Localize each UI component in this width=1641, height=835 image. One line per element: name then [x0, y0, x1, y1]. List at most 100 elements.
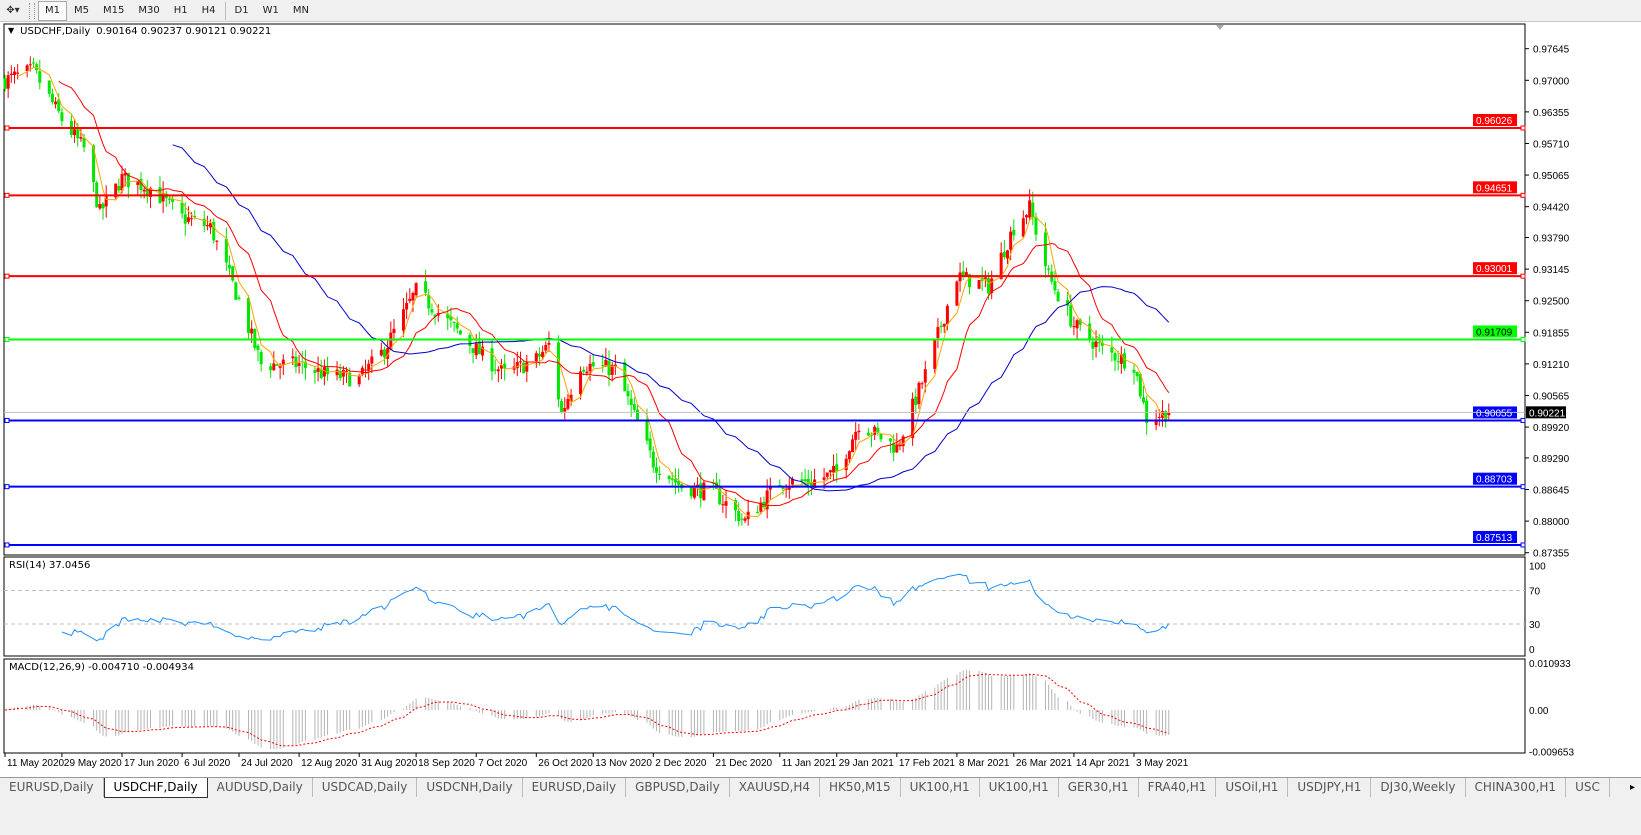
- candle-body: [316, 368, 320, 372]
- candle-body: [999, 252, 1003, 280]
- candle-body: [1100, 342, 1104, 346]
- candles: [3, 56, 1171, 527]
- timeframe-m1-button[interactable]: M1: [38, 0, 67, 21]
- candle-body: [6, 75, 10, 89]
- chart-tab[interactable]: GBPUSD,Daily: [626, 778, 730, 797]
- level-price-badge: [1473, 472, 1517, 485]
- level-price-badge: [1473, 530, 1517, 543]
- candle-body: [784, 488, 788, 490]
- candle-body: [1075, 320, 1079, 329]
- candle-body: [778, 485, 782, 487]
- timeframe-h1-button[interactable]: H1: [173, 5, 188, 16]
- candle-body: [190, 218, 194, 220]
- candle-body: [319, 369, 323, 378]
- candle-body: [1110, 347, 1114, 353]
- chart-tab[interactable]: USOil,H1: [1216, 778, 1289, 797]
- level-anchor-handle: [1520, 192, 1526, 198]
- timeframe-w1-button[interactable]: W1: [262, 5, 279, 16]
- candle-body: [718, 488, 722, 505]
- level-anchor-handle: [1520, 336, 1526, 342]
- chart-tab[interactable]: XAUUSD,H4: [730, 778, 821, 797]
- chart-tab[interactable]: UK100,H1: [901, 778, 980, 797]
- timeframe-mn-button[interactable]: MN: [292, 5, 309, 16]
- candle-body: [1053, 281, 1057, 291]
- level-anchor-handle: [4, 484, 10, 490]
- toolbar-grip[interactable]: [29, 2, 35, 19]
- candle-body: [205, 225, 209, 227]
- chart-tab[interactable]: USDCNH,Daily: [417, 778, 523, 797]
- candle-body: [1116, 361, 1120, 363]
- main-panel: [3, 23, 1526, 556]
- chart-tab[interactable]: USDCAD,Daily: [313, 778, 418, 797]
- candle-body: [411, 293, 415, 301]
- timeframe-m5-button[interactable]: M5: [74, 5, 89, 16]
- timeframe-h4-button[interactable]: H4: [201, 5, 216, 16]
- date-axis-label: 29 Jan 2021: [839, 758, 894, 769]
- candle-body: [493, 369, 497, 371]
- candle-body: [740, 518, 744, 520]
- candle-body: [955, 281, 959, 306]
- chart-tab[interactable]: UK100,H1: [980, 778, 1059, 797]
- level-price-label: 0.94651: [1476, 183, 1513, 194]
- candle-body: [31, 62, 35, 64]
- chart-tab[interactable]: USC: [1566, 778, 1610, 797]
- tabs-scroll-right-icon[interactable]: ▸: [1629, 782, 1635, 793]
- chart-tab[interactable]: USDJPY,H1: [1288, 778, 1372, 797]
- chart-tab[interactable]: GER30,H1: [1059, 778, 1139, 797]
- crosshair-dropdown-icon[interactable]: ✥▾: [6, 5, 20, 16]
- chart-tab[interactable]: EURUSD,Daily: [523, 778, 627, 797]
- timeframe-toolbar: ✥▾ M1 M5 M15 M30 H1 H4 D1 W1 MN: [0, 0, 1641, 22]
- date-axis-label: 2 Dec 2020: [655, 758, 707, 769]
- candle-body: [167, 198, 171, 200]
- candle-body: [566, 398, 570, 409]
- candle-body: [326, 367, 330, 375]
- timeframe-d1-button[interactable]: D1: [234, 5, 249, 16]
- collapse-triangle-icon[interactable]: ▼: [8, 26, 15, 35]
- candle-body: [455, 323, 459, 329]
- macd-histogram: [7, 669, 1170, 750]
- candle-body: [433, 314, 437, 318]
- chart-canvas[interactable]: 0.97645 0.97000 0.96355 0.95710 0.95065 0.944…: [0, 22, 1641, 777]
- candle-body: [914, 396, 918, 406]
- candle-body: [348, 372, 352, 387]
- candle-body: [658, 473, 662, 475]
- candle-body: [607, 360, 611, 376]
- candle-body: [1034, 216, 1038, 235]
- chart-tab[interactable]: AUDUSD,Daily: [208, 778, 313, 797]
- candle-body: [525, 362, 529, 372]
- timeframe-m30-button[interactable]: M30: [138, 5, 160, 16]
- macd-axis-label: 0.00: [1529, 706, 1549, 717]
- candle-body: [449, 316, 453, 321]
- date-axis-label: 17 Jun 2020: [124, 758, 179, 769]
- chart-tab[interactable]: EURUSD,Daily: [0, 778, 104, 797]
- chart-tab[interactable]: FRA40,H1: [1139, 778, 1217, 797]
- candle-body: [1024, 215, 1028, 218]
- chart-tab[interactable]: HK50,M15: [820, 778, 901, 797]
- candle-body: [1021, 218, 1025, 237]
- candle-body: [534, 353, 538, 362]
- timeframe-m15-button[interactable]: M15: [103, 5, 125, 16]
- chart-tab[interactable]: DJ30,Weekly: [1371, 778, 1466, 797]
- chart-tab[interactable]: USDCHF,Daily: [103, 778, 208, 798]
- price-axis-label: 0.93145: [1533, 265, 1570, 276]
- candle-body: [898, 443, 902, 447]
- candle-body: [1141, 397, 1145, 403]
- candle-body: [990, 278, 994, 293]
- level-anchor-handle: [4, 542, 10, 548]
- price-axis-label: 0.94420: [1533, 203, 1570, 214]
- price-axis-label: 0.93790: [1533, 234, 1570, 245]
- candle-body: [180, 202, 184, 214]
- candle-body: [1006, 250, 1010, 259]
- candle-body: [857, 430, 861, 433]
- rsi-axis-label: 70: [1529, 587, 1541, 598]
- chart-tab[interactable]: CHINA300,H1: [1466, 778, 1567, 797]
- candle-body: [977, 280, 981, 289]
- candle-body: [9, 73, 13, 76]
- candle-body: [1135, 371, 1139, 377]
- candle-body: [911, 398, 915, 439]
- candle-body: [414, 283, 418, 296]
- chart-window[interactable]: 0.97645 0.97000 0.96355 0.95710 0.95065 0.944…: [0, 22, 1641, 777]
- candle-body: [1094, 341, 1098, 348]
- candle-body: [50, 93, 54, 103]
- candle-body: [1056, 291, 1060, 302]
